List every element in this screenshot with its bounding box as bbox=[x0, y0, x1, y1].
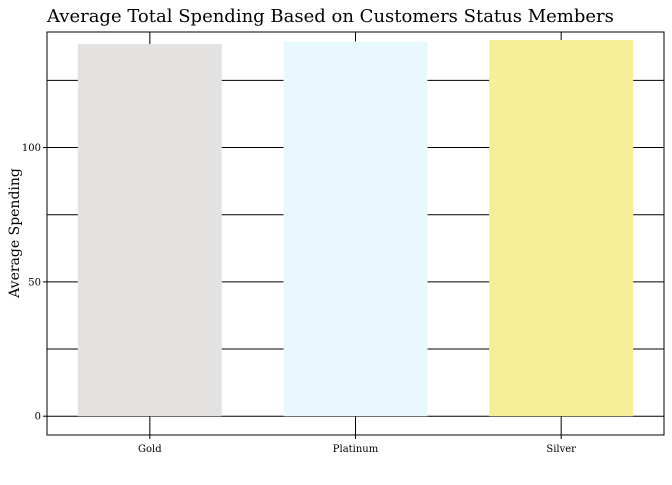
y-tick-label: 50 bbox=[28, 277, 41, 288]
y-axis: 0 50 100 bbox=[22, 143, 47, 423]
y-tick-label: 0 bbox=[35, 412, 41, 423]
x-tick-label: Platinum bbox=[333, 444, 379, 455]
chart-title: Average Total Spending Based on Customer… bbox=[46, 6, 614, 27]
bar-platinum bbox=[283, 41, 428, 417]
bars bbox=[77, 40, 634, 417]
bar-gold bbox=[77, 44, 222, 417]
x-tick-label: Silver bbox=[546, 444, 576, 455]
y-axis-title: Average Spending bbox=[7, 168, 23, 299]
x-tick-label: Gold bbox=[138, 444, 162, 455]
bar-silver bbox=[489, 40, 634, 417]
x-axis: Gold Platinum Silver bbox=[138, 435, 576, 455]
y-tick-label: 100 bbox=[22, 143, 41, 154]
